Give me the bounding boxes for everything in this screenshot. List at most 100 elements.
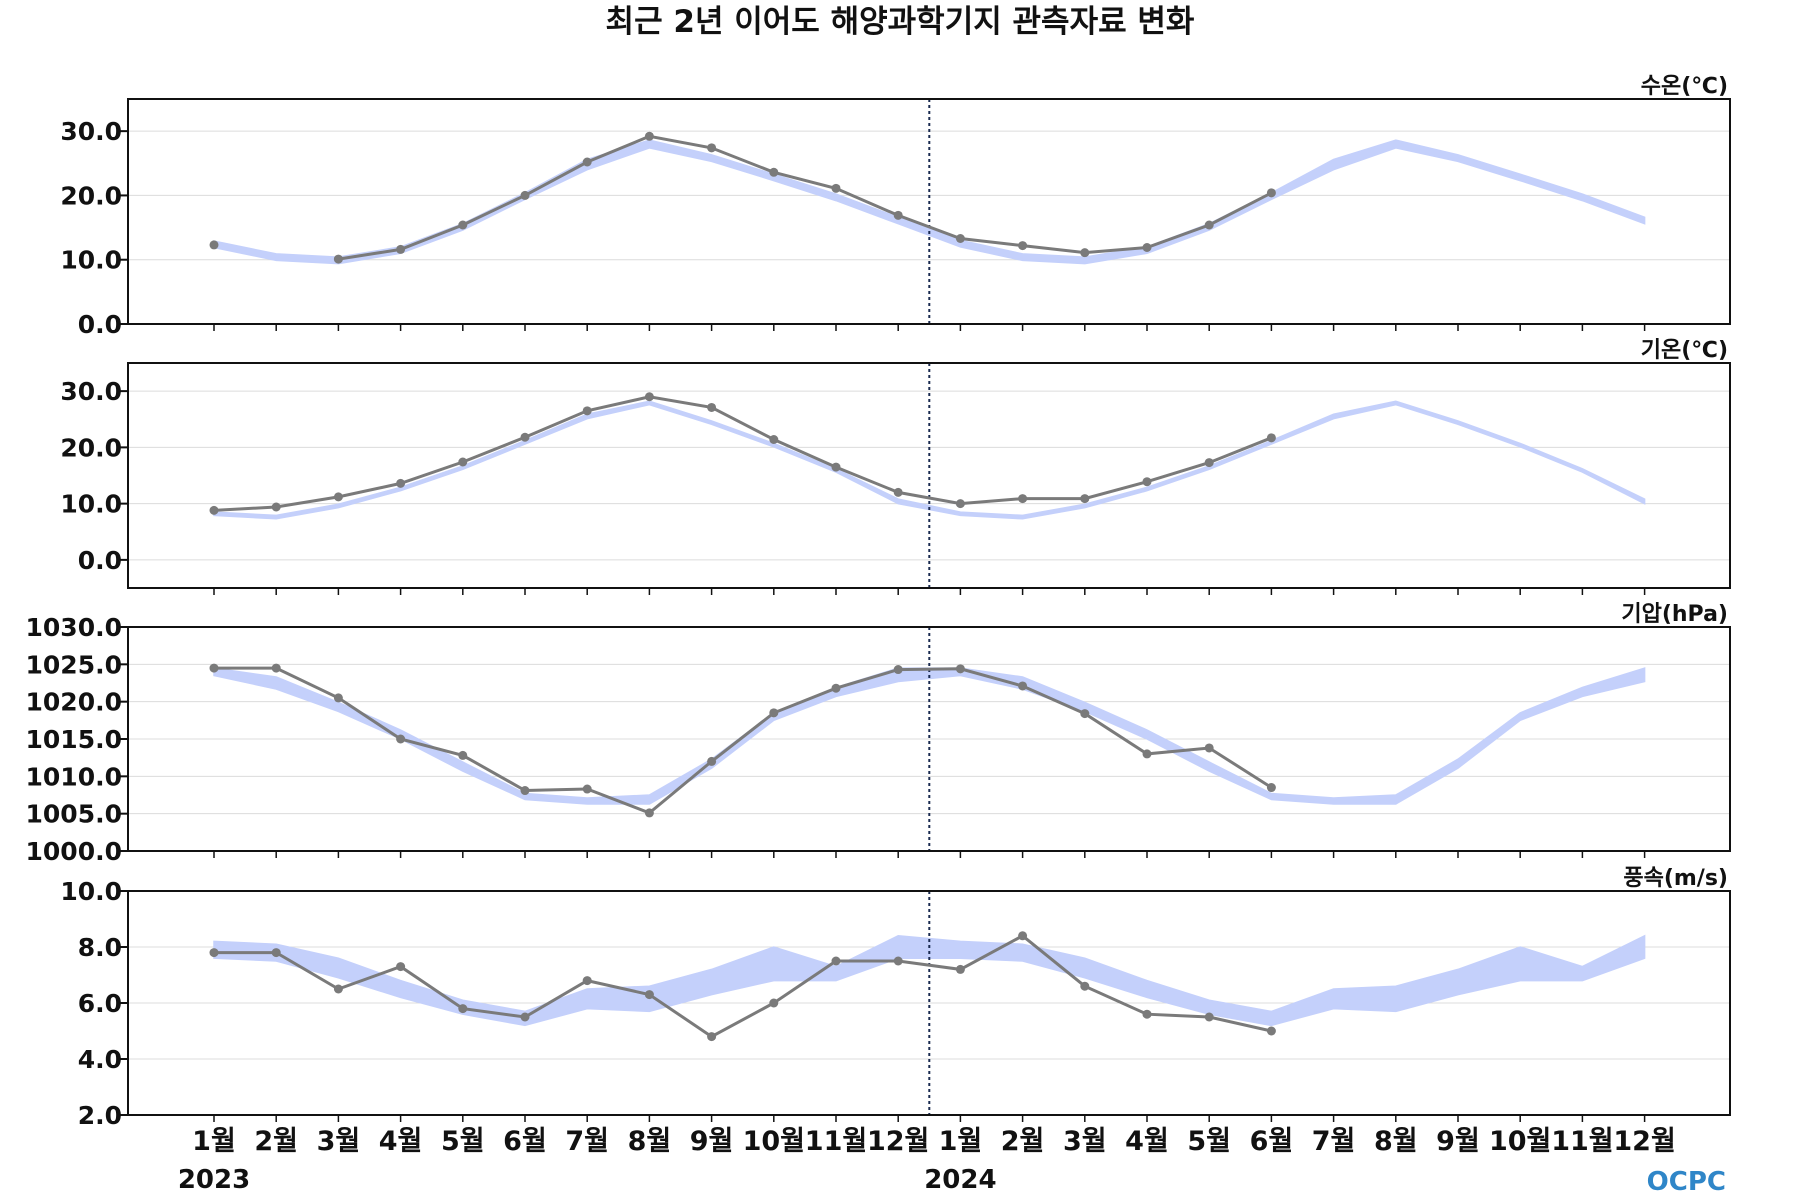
observed-point [209, 663, 219, 673]
observed-point [644, 392, 654, 402]
observed-point [955, 664, 965, 674]
y-tick-label: 20.0 [60, 433, 122, 462]
observed-point [893, 665, 903, 675]
observed-point [1142, 1009, 1152, 1019]
observed-point [520, 432, 530, 442]
observed-point [1080, 709, 1090, 719]
panel-label: 기압(hPa) [1621, 602, 1728, 627]
x-tick-label: 6월 [503, 1126, 547, 1157]
panel-label: 풍속(m/s) [1623, 866, 1728, 891]
observed-point [1080, 981, 1090, 991]
x-tick-label: 12월 [1613, 1126, 1675, 1157]
y-tick-label: 1025.0 [26, 650, 122, 679]
observed-point [396, 734, 406, 744]
observed-point [707, 1032, 717, 1042]
observed-point [1204, 458, 1214, 468]
observed-point [955, 499, 965, 509]
year-label: 2024 [924, 1165, 996, 1195]
observed-point [831, 683, 841, 693]
observed-point [582, 406, 592, 416]
observed-point [396, 478, 406, 488]
observed-point [644, 131, 654, 141]
observed-point [1018, 931, 1028, 941]
chart-title: 최근 2년 이어도 해양과학기지 관측자료 변화 [606, 4, 1195, 40]
x-tick-label: 6월 [1250, 1126, 1294, 1157]
observed-point [582, 976, 592, 986]
observed-point [831, 956, 841, 966]
panel-label: 기온(℃) [1641, 338, 1728, 363]
observed-point [333, 693, 343, 703]
y-tick-label: 0.0 [78, 310, 122, 339]
observed-point [1204, 743, 1214, 753]
observed-point [271, 948, 281, 958]
observed-point [1142, 749, 1152, 759]
observed-point [582, 157, 592, 167]
observed-point [893, 210, 903, 220]
observed-point [769, 435, 779, 444]
observed-point [707, 402, 717, 412]
observed-point [769, 167, 779, 177]
observed-point [644, 808, 654, 818]
x-tick-label: 5월 [1187, 1126, 1231, 1157]
observed-point [769, 708, 779, 718]
observed-point [1080, 248, 1090, 258]
observed-point [209, 505, 219, 515]
y-tick-label: 6.0 [78, 989, 122, 1018]
y-tick-label: 2.0 [78, 1101, 122, 1130]
panel-0: 0.0 10.0 20.0 30.0 수온(℃) [60, 74, 1731, 339]
observed-point [458, 750, 468, 760]
observed-point [769, 998, 779, 1008]
y-tick-label: 10.0 [60, 490, 122, 519]
observed-point [1266, 783, 1276, 793]
y-tick-label: 30.0 [60, 117, 122, 146]
x-tick-label: 7월 [565, 1126, 609, 1157]
observed-point [707, 143, 717, 153]
observed-point [1018, 494, 1028, 504]
x-tick-label: 8월 [1374, 1126, 1418, 1157]
observed-line [214, 666, 1273, 815]
y-tick-label: 1015.0 [26, 725, 122, 754]
observed-point [1142, 477, 1152, 487]
observed-point [1204, 220, 1214, 230]
y-tick-label: 4.0 [78, 1045, 122, 1074]
observed-point [520, 786, 530, 796]
observed-point [1018, 241, 1028, 251]
observed-point [209, 240, 219, 250]
observed-point [520, 190, 530, 200]
ocpc-logo: OCPC [1647, 1167, 1726, 1197]
panel-3: 2.0 4.0 6.0 8.0 10.0 풍속(m/s) [60, 866, 1731, 1130]
observed-point [396, 244, 406, 254]
y-tick-label: 0.0 [78, 546, 122, 575]
y-tick-label: 1030.0 [26, 613, 122, 642]
observed-point [955, 964, 965, 974]
x-tick-label: 12월 [867, 1126, 929, 1157]
observed-point [1266, 188, 1276, 198]
x-tick-label: 9월 [1436, 1126, 1480, 1157]
year-label: 2023 [178, 1165, 250, 1195]
x-tick-label: 1월 [939, 1126, 983, 1157]
observed-point [831, 462, 841, 472]
x-tick-label: 11월 [1551, 1126, 1613, 1157]
x-tick-label: 7월 [1312, 1126, 1356, 1157]
observed-point [955, 234, 965, 243]
x-tick-label: 3월 [317, 1126, 361, 1157]
observed-point [1018, 681, 1028, 691]
y-tick-label: 30.0 [60, 377, 122, 406]
chart-panels: 0.0 10.0 20.0 30.0 수온(℃) 0.0 10.0 20.0 30.0 기온(℃)… [26, 74, 1731, 1130]
observed-point [1204, 1012, 1214, 1022]
y-tick-label: 10.0 [60, 877, 122, 906]
panel-label: 수온(℃) [1641, 74, 1728, 99]
observed-point [582, 784, 592, 794]
panel-2: 1000.0 1005.0 1010.0 1015.0 1020.0 1025.0 1030… [26, 602, 1731, 866]
observed-point [831, 183, 841, 193]
observed-line [214, 934, 1272, 1039]
observed-point [644, 990, 654, 1000]
y-tick-label: 1000.0 [26, 837, 122, 866]
observed-point [333, 492, 343, 502]
observed-point [893, 956, 903, 966]
y-tick-label: 8.0 [78, 933, 122, 962]
observed-point [1266, 1026, 1276, 1036]
x-tick-label: 9월 [690, 1126, 734, 1157]
x-tick-label: 11월 [805, 1126, 867, 1157]
